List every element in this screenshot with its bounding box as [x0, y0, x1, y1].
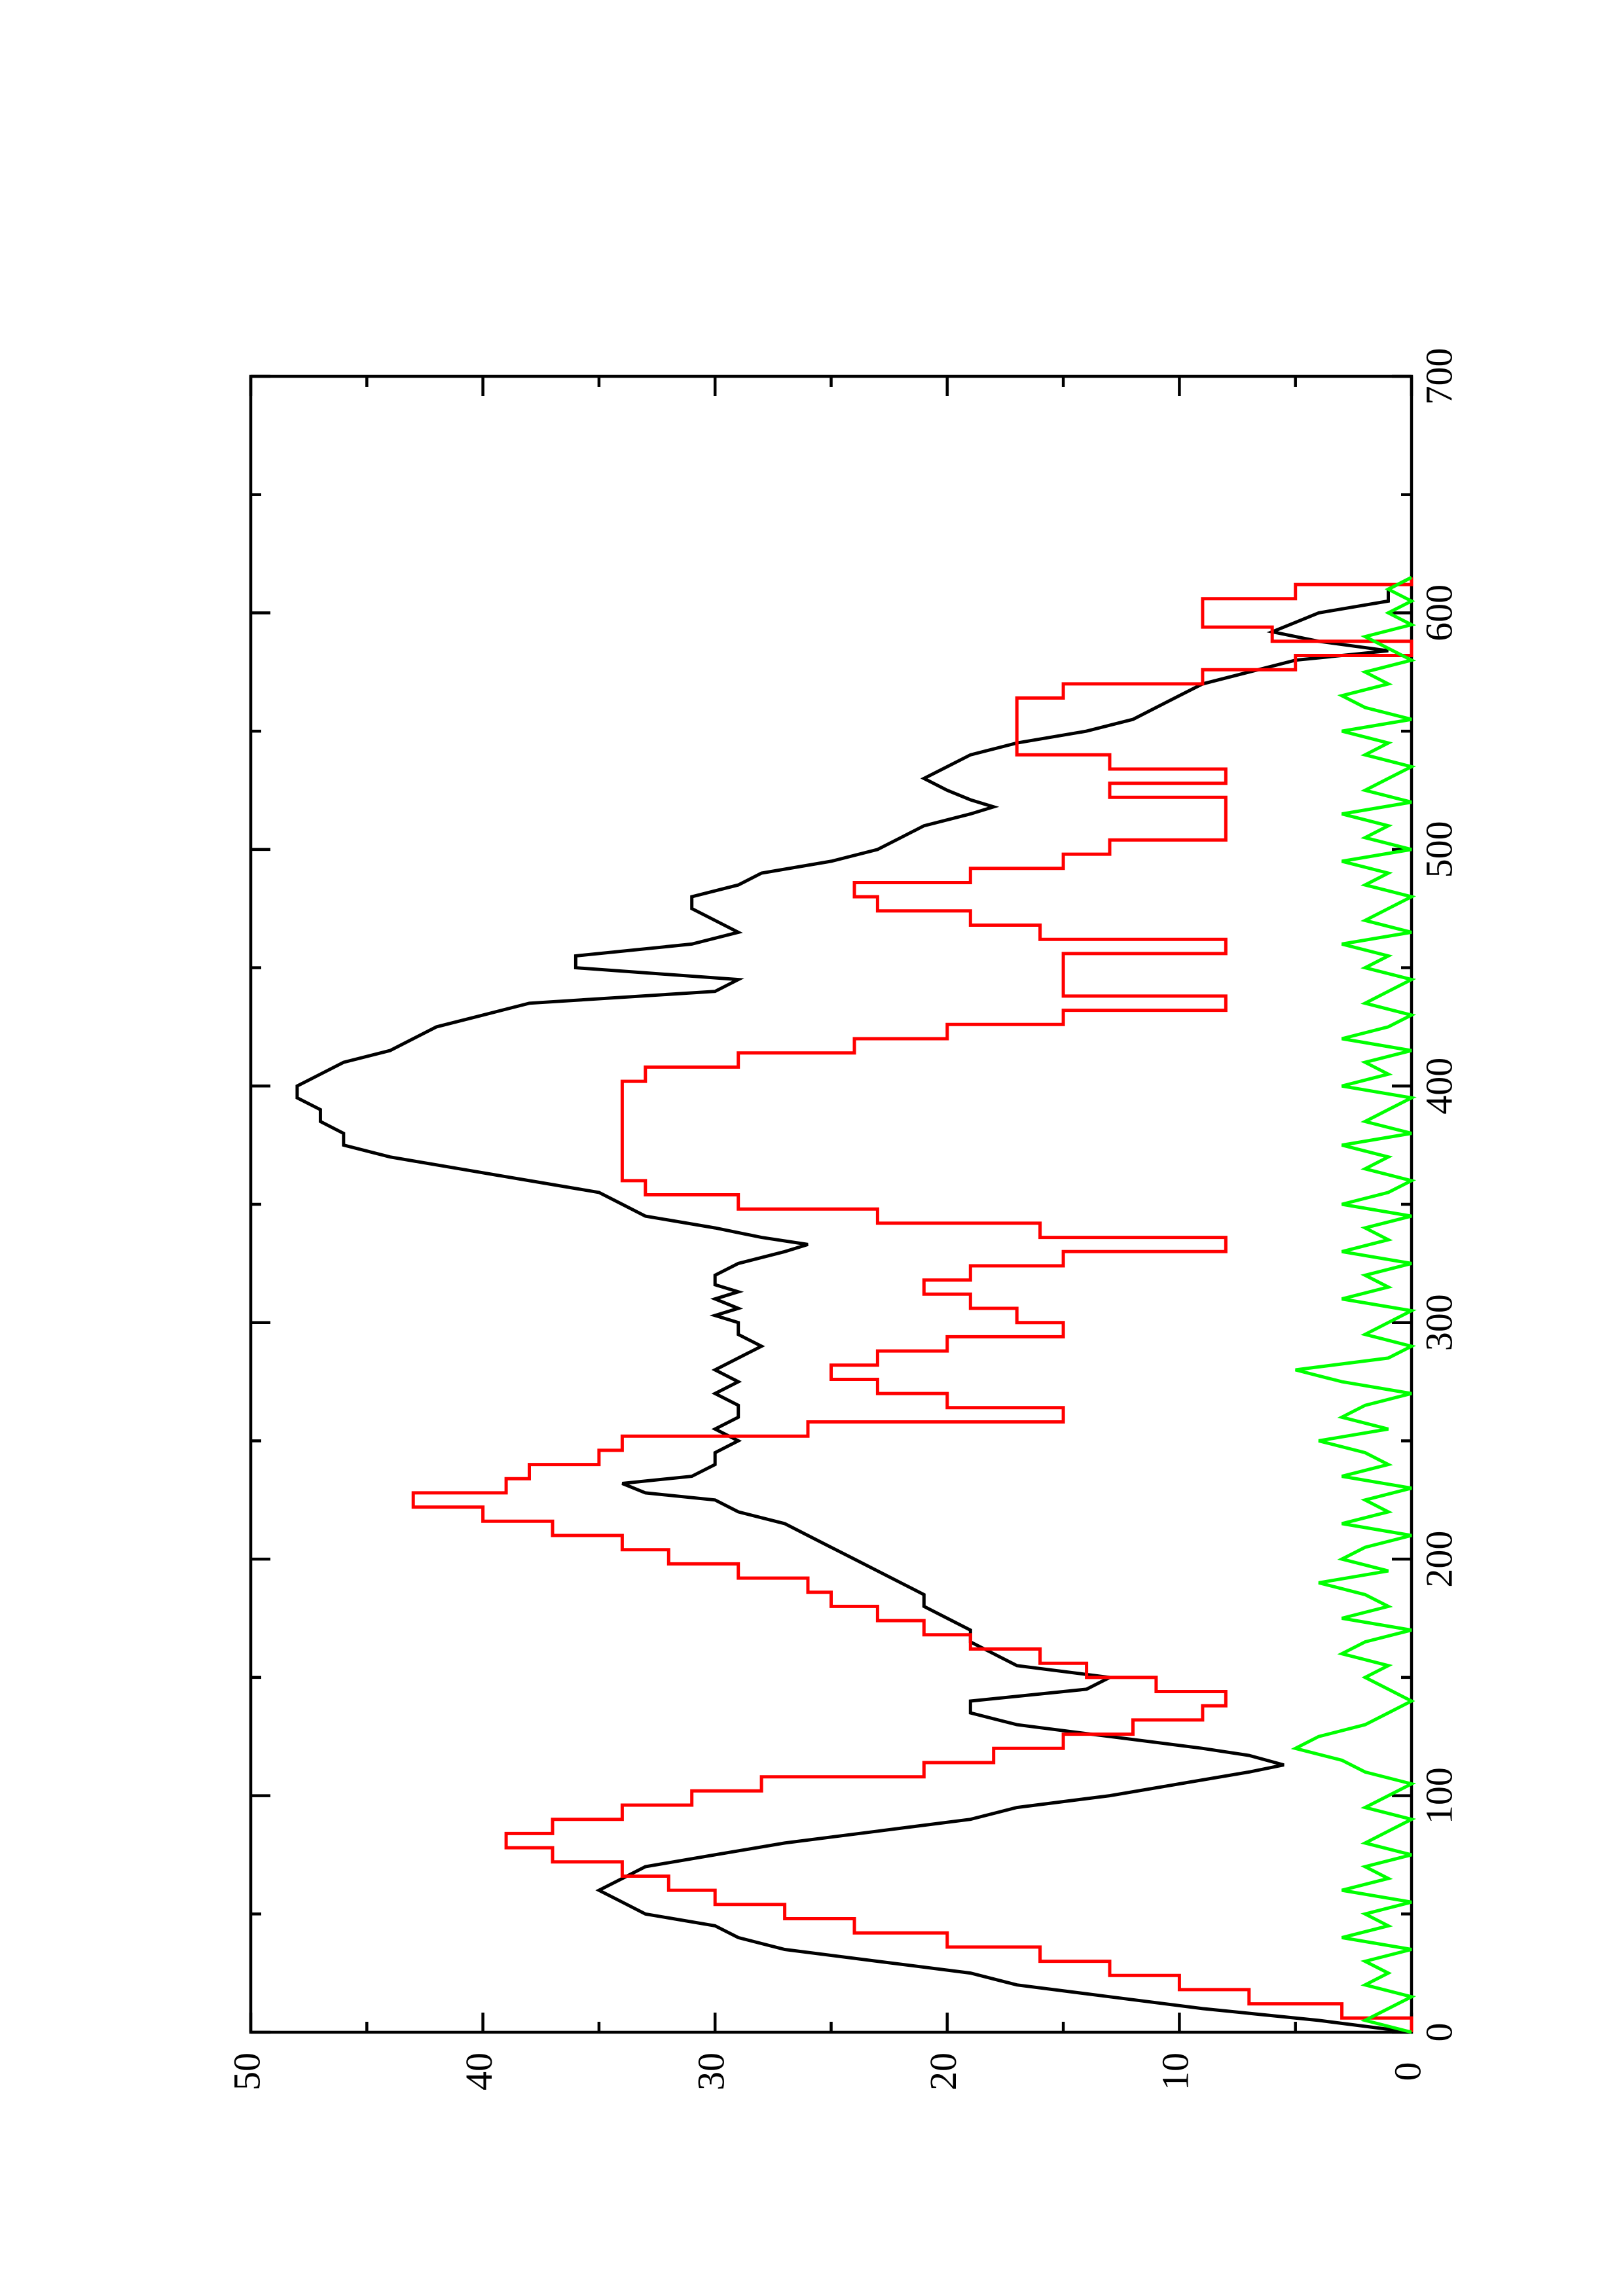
y-tick-label: 40	[458, 2053, 500, 2090]
series-layer	[295, 575, 1417, 2034]
x-tick-label: 0	[1417, 2023, 1460, 2042]
y-tick-label: 30	[690, 2053, 733, 2090]
y-tick-label: 10	[1154, 2053, 1197, 2090]
x-tick-label: 400	[1417, 1058, 1460, 1115]
x-tick-label: 600	[1417, 584, 1460, 641]
ticks	[249, 374, 1413, 2034]
y-tick-label: 50	[225, 2053, 268, 2090]
x-tick-label: 300	[1417, 1294, 1460, 1351]
x-tick-label: 100	[1417, 1767, 1460, 1824]
x-tick-label: 200	[1417, 1531, 1460, 1588]
y-tick-label: 20	[922, 2053, 964, 2090]
y-tick-label: 0	[1386, 2062, 1429, 2081]
series-line-1	[295, 575, 1413, 2034]
x-tick-label: 500	[1417, 821, 1460, 878]
series-line-3	[1290, 575, 1417, 2034]
plot-frame	[249, 374, 1413, 2034]
tick-labels: 0 100 200 300 400 500 600 700 0 10 20 30 40 50	[225, 348, 1460, 2091]
series-line-2	[411, 577, 1413, 2032]
x-tick-label: 700	[1417, 348, 1460, 405]
